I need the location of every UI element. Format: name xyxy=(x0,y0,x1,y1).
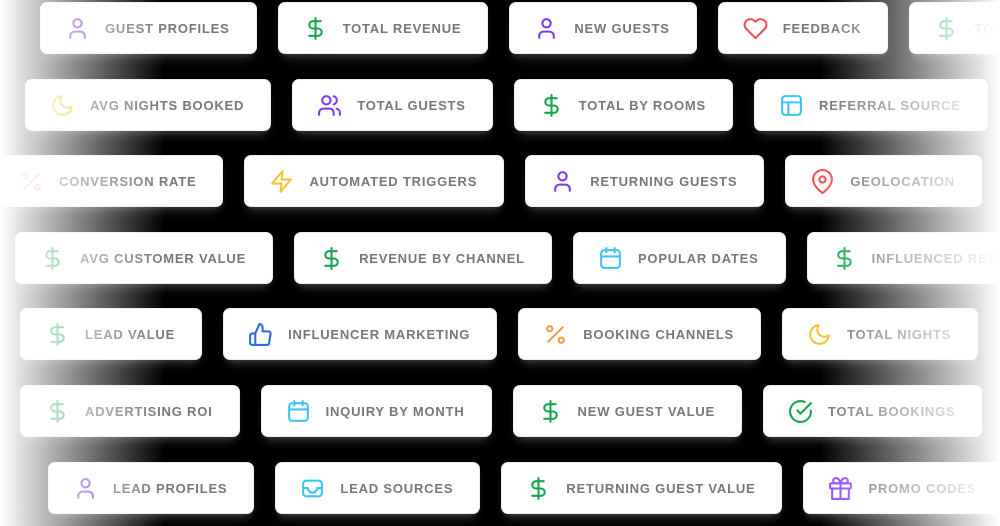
card-returning-guest-value[interactable]: RETURNING GUEST VALUE xyxy=(501,462,783,514)
user-icon xyxy=(73,476,98,501)
card-advertising-roi[interactable]: ADVERTISING ROI xyxy=(20,385,240,437)
users-icon xyxy=(317,93,342,118)
card-label: INFLUENCED REVENUE xyxy=(871,250,1000,266)
check-circle-icon xyxy=(788,399,813,424)
percent-icon xyxy=(543,322,568,347)
dollar-icon xyxy=(526,476,551,501)
card-label: INQUIRY BY MONTH xyxy=(325,403,465,419)
card-total-bookings[interactable]: TOTAL BOOKINGS xyxy=(762,385,983,437)
card-label: TOTAL REVENUE xyxy=(342,20,462,36)
dollar-icon xyxy=(40,246,65,271)
card-label: BOOKING CHANNELS xyxy=(583,326,734,342)
dollar-icon xyxy=(319,246,344,271)
percent-icon xyxy=(19,169,44,194)
moon-icon xyxy=(807,322,832,347)
moon-icon xyxy=(50,93,75,118)
card-lead-value[interactable]: LEAD VALUE xyxy=(20,308,203,360)
card-label: AUTOMATED TRIGGERS xyxy=(309,173,478,189)
card-total-clipped[interactable]: TOTAL xyxy=(909,2,1000,54)
card-label: AVG NIGHTS BOOKED xyxy=(90,97,245,113)
card-label: NEW GUEST VALUE xyxy=(577,403,715,419)
user-icon xyxy=(65,16,90,41)
cards-row-3: CONVERSION RATE AUTOMATED TRIGGERS RETUR… xyxy=(0,155,982,207)
cards-row-7: LEAD PROFILES LEAD SOURCES RETURNING GUE… xyxy=(48,462,1000,514)
lightning-icon xyxy=(269,169,294,194)
card-label: PROMO CODES xyxy=(868,480,977,496)
card-total-guests[interactable]: TOTAL GUESTS xyxy=(292,79,493,131)
card-influencer-marketing[interactable]: INFLUENCER MARKETING xyxy=(223,308,498,360)
card-avg-customer-value[interactable]: AVG CUSTOMER VALUE xyxy=(15,232,274,284)
cards-row-1: GUEST PROFILES TOTAL REVENUE NEW GUESTS … xyxy=(40,2,1000,54)
layout-icon xyxy=(779,93,804,118)
card-label: LEAD PROFILES xyxy=(113,480,228,496)
thumbs-up-icon xyxy=(248,322,273,347)
card-influenced-revenue[interactable]: INFLUENCED REVENUE xyxy=(806,232,1000,284)
heart-icon xyxy=(743,16,768,41)
card-automated-triggers[interactable]: AUTOMATED TRIGGERS xyxy=(244,155,505,207)
user-icon xyxy=(534,16,559,41)
card-label: RETURNING GUESTS xyxy=(590,173,738,189)
card-lead-sources[interactable]: LEAD SOURCES xyxy=(275,462,481,514)
cards-row-4: AVG CUSTOMER VALUE REVENUE BY CHANNEL PO… xyxy=(15,232,1000,284)
dollar-icon xyxy=(45,399,70,424)
dollar-icon xyxy=(45,322,70,347)
card-label: TOTAL NIGHTS xyxy=(846,326,952,342)
card-promo-codes[interactable]: PROMO CODES xyxy=(803,462,1000,514)
card-label: INFLUENCER MARKETING xyxy=(288,326,471,342)
card-label: TOTAL BY ROOMS xyxy=(578,97,707,113)
cards-row-6: ADVERTISING ROI INQUIRY BY MONTH NEW GUE… xyxy=(20,385,983,437)
card-label: RETURNING GUEST VALUE xyxy=(566,480,756,496)
inbox-icon xyxy=(300,476,325,501)
card-avg-nights-booked[interactable]: AVG NIGHTS BOOKED xyxy=(25,79,272,131)
dollar-icon xyxy=(832,246,857,271)
card-label: TOTAL GUESTS xyxy=(357,97,466,113)
dollar-icon xyxy=(538,399,563,424)
calendar-icon xyxy=(286,399,311,424)
card-guest-profiles[interactable]: GUEST PROFILES xyxy=(40,2,257,54)
card-inquiry-by-month[interactable]: INQUIRY BY MONTH xyxy=(260,385,492,437)
card-conversion-rate[interactable]: CONVERSION RATE xyxy=(0,155,224,207)
card-label: REVENUE BY CHANNEL xyxy=(359,250,525,266)
dollar-icon xyxy=(539,93,564,118)
card-label: NEW GUESTS xyxy=(574,20,670,36)
user-icon xyxy=(550,169,575,194)
card-total-nights[interactable]: TOTAL NIGHTS xyxy=(781,308,979,360)
card-lead-profiles[interactable]: LEAD PROFILES xyxy=(48,462,255,514)
card-label: TOTAL xyxy=(974,20,1000,36)
map-pin-icon xyxy=(810,169,835,194)
card-total-by-rooms[interactable]: TOTAL BY ROOMS xyxy=(513,79,734,131)
card-geolocation[interactable]: GEOLOCATION xyxy=(785,155,982,207)
card-booking-channels[interactable]: BOOKING CHANNELS xyxy=(518,308,761,360)
card-label: TOTAL BOOKINGS xyxy=(827,403,956,419)
card-label: LEAD SOURCES xyxy=(340,480,454,496)
card-label: CONVERSION RATE xyxy=(59,173,197,189)
card-label: GUEST PROFILES xyxy=(105,20,230,36)
card-label: ADVERTISING ROI xyxy=(85,403,213,419)
dollar-icon xyxy=(303,16,328,41)
card-label: GEOLOCATION xyxy=(850,173,955,189)
cards-row-5: LEAD VALUE INFLUENCER MARKETING BOOKING … xyxy=(20,308,979,360)
gift-icon xyxy=(828,476,853,501)
card-label: AVG CUSTOMER VALUE xyxy=(80,250,247,266)
card-label: LEAD VALUE xyxy=(85,326,176,342)
card-new-guests[interactable]: NEW GUESTS xyxy=(509,2,697,54)
card-label: REFERRAL SOURCE xyxy=(819,97,961,113)
calendar-icon xyxy=(598,246,623,271)
card-label: POPULAR DATES xyxy=(637,250,759,266)
card-feedback[interactable]: FEEDBACK xyxy=(717,2,889,54)
card-referral-source[interactable]: REFERRAL SOURCE xyxy=(754,79,988,131)
card-new-guest-value[interactable]: NEW GUEST VALUE xyxy=(512,385,742,437)
card-label: FEEDBACK xyxy=(782,20,862,36)
card-returning-guests[interactable]: RETURNING GUESTS xyxy=(525,155,765,207)
card-total-revenue[interactable]: TOTAL REVENUE xyxy=(277,2,489,54)
card-revenue-by-channel[interactable]: REVENUE BY CHANNEL xyxy=(294,232,552,284)
card-popular-dates[interactable]: POPULAR DATES xyxy=(572,232,786,284)
dollar-icon xyxy=(934,16,959,41)
cards-row-2: AVG NIGHTS BOOKED TOTAL GUESTS TOTAL BY … xyxy=(25,79,988,131)
